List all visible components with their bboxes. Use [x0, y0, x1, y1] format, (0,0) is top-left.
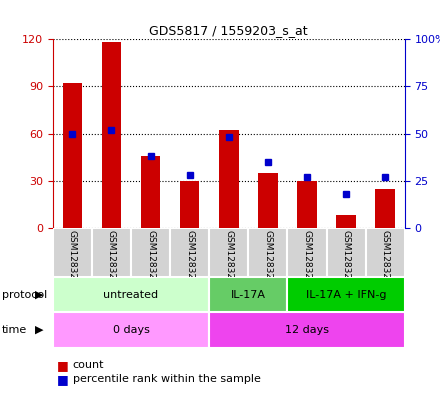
Bar: [219, 130, 238, 228]
Bar: [326, 228, 366, 277]
Bar: [336, 215, 356, 228]
Bar: [209, 277, 287, 312]
Bar: [287, 228, 326, 277]
Text: GSM1283277: GSM1283277: [185, 230, 194, 291]
Text: GSM1283282: GSM1283282: [381, 230, 390, 291]
Text: untreated: untreated: [103, 290, 158, 300]
Bar: [180, 181, 199, 228]
Bar: [53, 228, 92, 277]
Bar: [170, 228, 209, 277]
Text: GSM1283281: GSM1283281: [341, 230, 351, 291]
Text: ▶: ▶: [35, 290, 44, 300]
Text: GSM1283280: GSM1283280: [303, 230, 312, 291]
Text: ▶: ▶: [35, 325, 44, 335]
Bar: [287, 277, 405, 312]
Bar: [92, 228, 131, 277]
Text: protocol: protocol: [2, 290, 48, 300]
Title: GDS5817 / 1559203_s_at: GDS5817 / 1559203_s_at: [150, 24, 308, 37]
Bar: [366, 228, 405, 277]
Text: percentile rank within the sample: percentile rank within the sample: [73, 374, 260, 384]
Bar: [209, 312, 405, 348]
Bar: [375, 189, 395, 228]
Bar: [53, 277, 209, 312]
Bar: [248, 228, 287, 277]
Text: ■: ■: [57, 373, 69, 386]
Text: GSM1283276: GSM1283276: [146, 230, 155, 291]
Bar: [258, 173, 278, 228]
Text: GSM1283278: GSM1283278: [224, 230, 233, 291]
Bar: [53, 312, 209, 348]
Text: GSM1283274: GSM1283274: [68, 230, 77, 291]
Bar: [297, 181, 317, 228]
Text: GSM1283279: GSM1283279: [264, 230, 272, 291]
Text: 12 days: 12 days: [285, 325, 329, 335]
Text: GSM1283275: GSM1283275: [107, 230, 116, 291]
Text: time: time: [2, 325, 27, 335]
Text: count: count: [73, 360, 104, 371]
Bar: [141, 156, 160, 228]
Text: IL-17A + IFN-g: IL-17A + IFN-g: [306, 290, 386, 300]
Text: 0 days: 0 days: [113, 325, 150, 335]
Bar: [131, 228, 170, 277]
Text: ■: ■: [57, 359, 69, 372]
Bar: [62, 83, 82, 228]
Text: IL-17A: IL-17A: [231, 290, 266, 300]
Bar: [209, 228, 248, 277]
Bar: [102, 42, 121, 228]
